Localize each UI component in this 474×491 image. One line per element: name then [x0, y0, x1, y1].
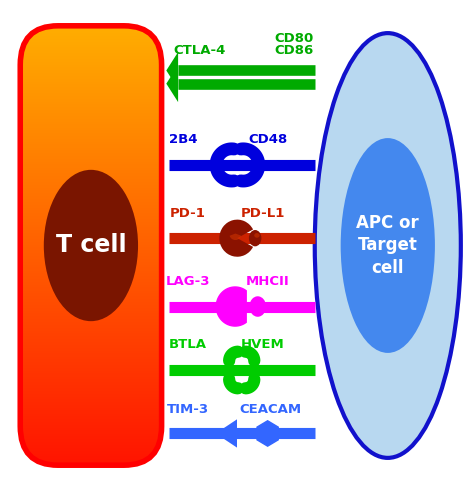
Text: CD48: CD48	[248, 134, 287, 146]
Text: CEACAM: CEACAM	[239, 403, 301, 416]
Ellipse shape	[249, 296, 266, 317]
Text: PD-L1: PD-L1	[241, 207, 285, 219]
Ellipse shape	[253, 159, 263, 171]
Polygon shape	[257, 421, 278, 446]
Text: BTLA: BTLA	[169, 338, 207, 352]
Text: HVEM: HVEM	[241, 338, 285, 352]
Text: 2B4: 2B4	[169, 134, 197, 146]
Ellipse shape	[341, 138, 435, 353]
Polygon shape	[224, 430, 237, 448]
Polygon shape	[224, 419, 237, 437]
Polygon shape	[166, 65, 178, 102]
Polygon shape	[216, 287, 246, 326]
Text: PD-1: PD-1	[170, 207, 205, 219]
Ellipse shape	[249, 230, 261, 246]
Text: APC or
Target
cell: APC or Target cell	[356, 214, 419, 277]
Wedge shape	[229, 234, 241, 240]
Text: TIM-3: TIM-3	[166, 403, 209, 416]
Polygon shape	[166, 52, 178, 89]
Wedge shape	[219, 219, 253, 257]
Text: MHCII: MHCII	[246, 275, 290, 288]
Text: T cell: T cell	[55, 234, 126, 257]
Ellipse shape	[254, 233, 260, 238]
Text: CD80
CD86: CD80 CD86	[274, 32, 313, 56]
Ellipse shape	[315, 33, 461, 458]
Text: LAG-3: LAG-3	[165, 275, 210, 288]
Ellipse shape	[44, 170, 138, 321]
Text: CTLA-4: CTLA-4	[173, 44, 226, 56]
